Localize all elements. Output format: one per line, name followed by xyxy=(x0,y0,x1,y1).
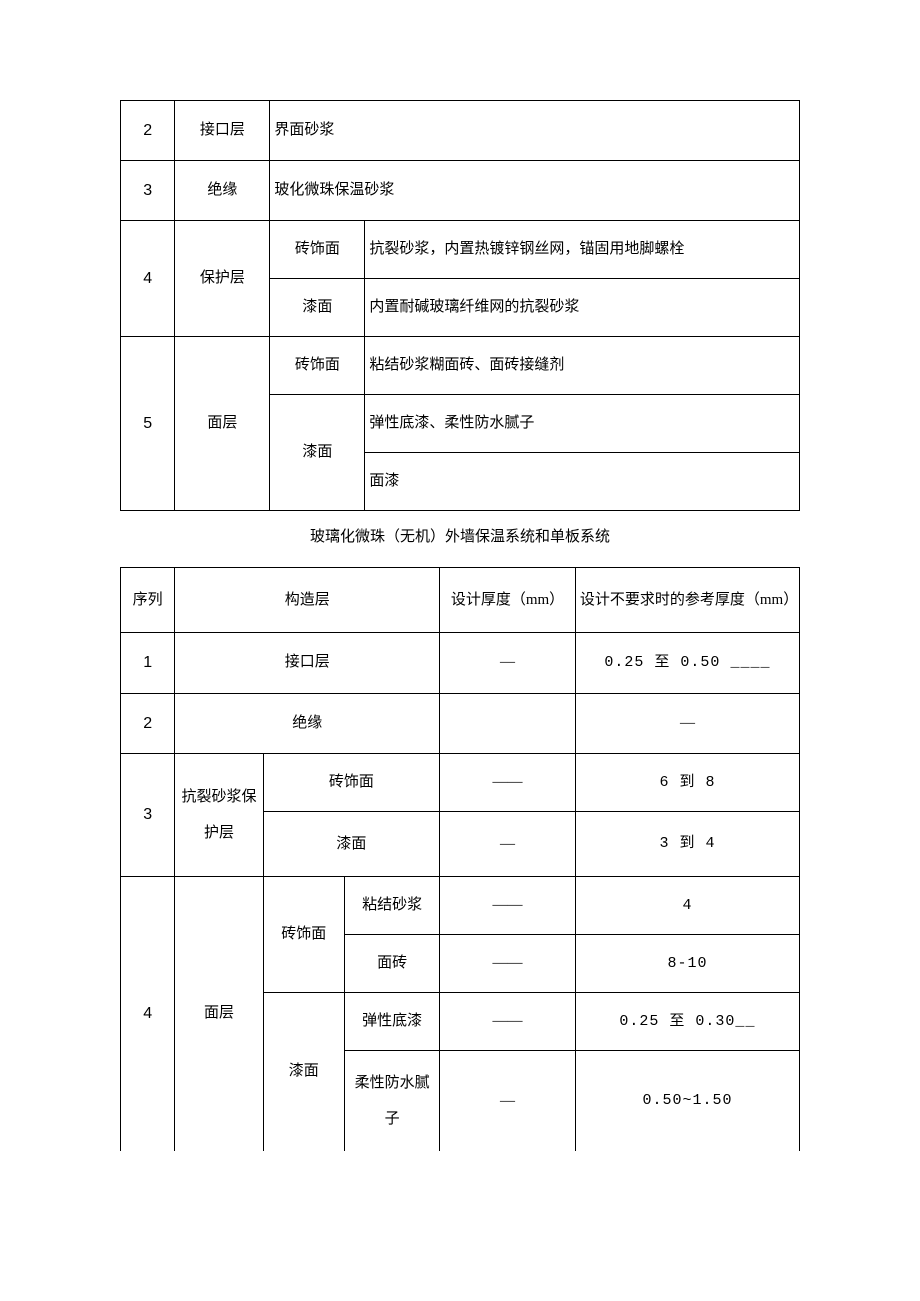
cell-item: 面砖 xyxy=(345,934,440,992)
table-row: 4 面层 砖饰面 粘结砂浆 —— 4 xyxy=(121,876,800,934)
cell-face: 砖饰面 xyxy=(263,876,344,992)
table-row: 2 绝缘 — xyxy=(121,693,800,753)
cell-layer: 面层 xyxy=(175,876,263,1151)
cell-face: 漆面 xyxy=(270,279,365,337)
cell-thickness: —— xyxy=(440,876,576,934)
table-construction-layers: 2 接口层 界面砂浆 3 绝缘 玻化微珠保温砂浆 4 保护层 砖饰面 抗裂砂浆，… xyxy=(120,100,800,511)
cell-face: 砖饰面 xyxy=(263,753,440,811)
cell-content: 面漆 xyxy=(365,453,800,511)
table-thickness: 序列 构造层 设计厚度（mm） 设计不要求时的参考厚度（mm） 1 接口层 — … xyxy=(120,567,800,1150)
cell-content: 粘结砂浆糊面砖、面砖接缝剂 xyxy=(365,337,800,395)
cell-layer: 接口层 xyxy=(175,101,270,161)
cell-num: 3 xyxy=(121,161,175,221)
table-row: 3 绝缘 玻化微珠保温砂浆 xyxy=(121,161,800,221)
cell-face: 漆面 xyxy=(263,992,344,1151)
cell-ref: 6 到 8 xyxy=(575,753,799,811)
table-header-row: 序列 构造层 设计厚度（mm） 设计不要求时的参考厚度（mm） xyxy=(121,568,800,633)
cell-layer: 保护层 xyxy=(175,221,270,337)
cell-num: 2 xyxy=(121,693,175,753)
table-row: 2 接口层 界面砂浆 xyxy=(121,101,800,161)
table-row: 1 接口层 — 0.25 至 0.50 ____ xyxy=(121,633,800,693)
cell-thickness: —— xyxy=(440,753,576,811)
cell-content: 弹性底漆、柔性防水腻子 xyxy=(365,395,800,453)
cell-content: 抗裂砂浆，内置热镀锌钢丝网，锚固用地脚螺栓 xyxy=(365,221,800,279)
cell-num: 3 xyxy=(121,753,175,876)
cell-ref: 0.25 至 0.30__ xyxy=(575,992,799,1050)
cell-thickness: —— xyxy=(440,992,576,1050)
table-row: 4 保护层 砖饰面 抗裂砂浆，内置热镀锌钢丝网，锚固用地脚螺栓 xyxy=(121,221,800,279)
cell-num: 2 xyxy=(121,101,175,161)
cell-layer: 绝缘 xyxy=(175,161,270,221)
cell-ref: 3 到 4 xyxy=(575,811,799,876)
cell-face: 砖饰面 xyxy=(270,221,365,279)
cell-thickness: — xyxy=(440,633,576,693)
cell-num: 4 xyxy=(121,221,175,337)
cell-layer: 接口层 xyxy=(175,633,440,693)
cell-face: 漆面 xyxy=(270,395,365,511)
header-thickness: 设计厚度（mm） xyxy=(440,568,576,633)
cell-num: 4 xyxy=(121,876,175,1151)
cell-item: 弹性底漆 xyxy=(345,992,440,1050)
cell-ref: 0.50~1.50 xyxy=(575,1050,799,1151)
cell-thickness: — xyxy=(440,811,576,876)
cell-thickness xyxy=(440,693,576,753)
cell-num: 5 xyxy=(121,337,175,511)
cell-item: 柔性防水腻子 xyxy=(345,1050,440,1151)
cell-layer: 绝缘 xyxy=(175,693,440,753)
cell-thickness: —— xyxy=(440,934,576,992)
header-seq: 序列 xyxy=(121,568,175,633)
cell-ref: — xyxy=(575,693,799,753)
cell-layer: 抗裂砂浆保护层 xyxy=(175,753,263,876)
table-row: 5 面层 砖饰面 粘结砂浆糊面砖、面砖接缝剂 xyxy=(121,337,800,395)
cell-ref: 8-10 xyxy=(575,934,799,992)
cell-content: 内置耐碱玻璃纤维网的抗裂砂浆 xyxy=(365,279,800,337)
cell-face: 漆面 xyxy=(263,811,440,876)
header-ref-thickness: 设计不要求时的参考厚度（mm） xyxy=(575,568,799,633)
cell-content: 界面砂浆 xyxy=(270,101,800,161)
cell-item: 粘结砂浆 xyxy=(345,876,440,934)
table-row: 3 抗裂砂浆保护层 砖饰面 —— 6 到 8 xyxy=(121,753,800,811)
cell-content: 玻化微珠保温砂浆 xyxy=(270,161,800,221)
cell-ref: 4 xyxy=(575,876,799,934)
header-layer: 构造层 xyxy=(175,568,440,633)
cell-num: 1 xyxy=(121,633,175,693)
cell-layer: 面层 xyxy=(175,337,270,511)
cell-ref: 0.25 至 0.50 ____ xyxy=(575,633,799,693)
table-caption: 玻璃化微珠（无机）外墙保温系统和单板系统 xyxy=(120,511,800,567)
cell-face: 砖饰面 xyxy=(270,337,365,395)
cell-thickness: — xyxy=(440,1050,576,1151)
